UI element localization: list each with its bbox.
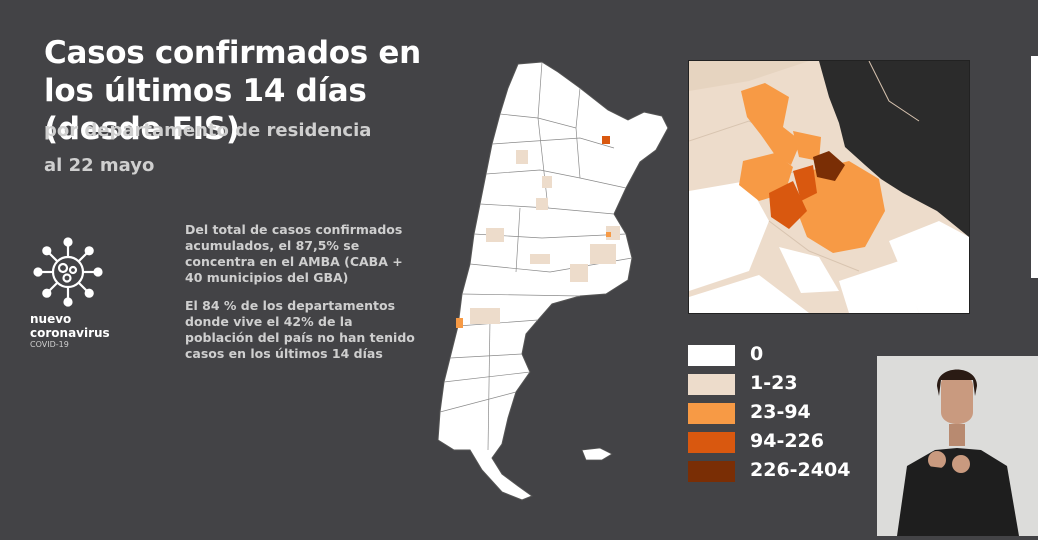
- argentina-outline: [437, 61, 669, 501]
- legend-label: 0: [750, 343, 764, 365]
- legend-label: 226-2404: [750, 459, 851, 481]
- legend-swatch: [688, 345, 735, 366]
- malvinas: [581, 447, 613, 461]
- legend-label: 1-23: [750, 372, 798, 394]
- notes: Del total de casos confirmados acumulado…: [185, 222, 415, 374]
- virus-icon: [33, 237, 103, 307]
- date-label: al 22 mayo: [44, 155, 155, 176]
- main-title: Casos confirmados en los últimos 14 días…: [44, 35, 421, 147]
- brand-line-1: nuevo: [30, 312, 72, 326]
- subtitle: por departamento de residencia: [44, 120, 372, 141]
- brand-line-2: coronavirus: [30, 326, 110, 340]
- legend-swatch: [688, 374, 735, 395]
- note-amba: Del total de casos confirmados acumulado…: [185, 222, 403, 285]
- argentina-map: [437, 61, 669, 501]
- sign-language-interpreter-video: [877, 356, 1038, 536]
- note-departments: El 84 % de los departamentos donde vive …: [185, 298, 415, 361]
- brand-line-3: COVID-19: [30, 340, 69, 349]
- side-strip: [1031, 56, 1038, 278]
- legend-swatch: [688, 461, 735, 482]
- rio-de-la-plata: [819, 61, 969, 237]
- brand: nuevo coronavirus COVID-19: [30, 236, 140, 349]
- legend-swatch: [688, 432, 735, 453]
- legend-label: 94-226: [750, 430, 824, 452]
- amba-inset-map: [688, 60, 970, 314]
- legend-label: 23-94: [750, 401, 811, 423]
- legend-swatch: [688, 403, 735, 424]
